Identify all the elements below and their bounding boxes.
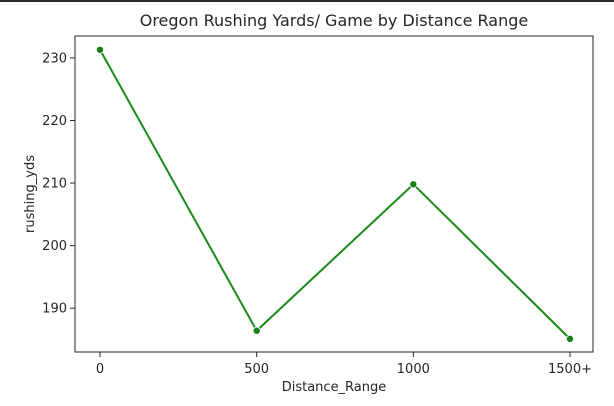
y-tick-label: 220 <box>42 114 67 129</box>
y-tick-label: 200 <box>42 239 67 254</box>
x-tick-label: 1000 <box>397 362 430 377</box>
x-tick-label: 1500+ <box>548 362 592 377</box>
x-axis-label: Distance_Range <box>282 380 387 395</box>
data-point <box>252 326 261 335</box>
y-tick-label: 190 <box>42 302 67 317</box>
data-point <box>409 180 418 189</box>
series-line <box>99 49 571 340</box>
data-series <box>96 45 575 343</box>
y-axis-label: rushing_yds <box>23 155 38 233</box>
plot-area-frame <box>74 35 594 353</box>
chart-title: Oregon Rushing Yards/ Game by Distance R… <box>140 11 529 30</box>
y-axis: 190 200 210 220 230 <box>42 51 75 317</box>
x-tick-label: 500 <box>244 362 269 377</box>
data-point <box>96 45 105 54</box>
window-top-border <box>0 0 614 2</box>
y-tick-label: 230 <box>42 51 67 66</box>
x-axis: 0 500 1000 1500+ <box>96 352 592 377</box>
data-point <box>566 334 575 343</box>
y-tick-label: 210 <box>42 177 67 192</box>
x-tick-label: 0 <box>96 362 104 377</box>
